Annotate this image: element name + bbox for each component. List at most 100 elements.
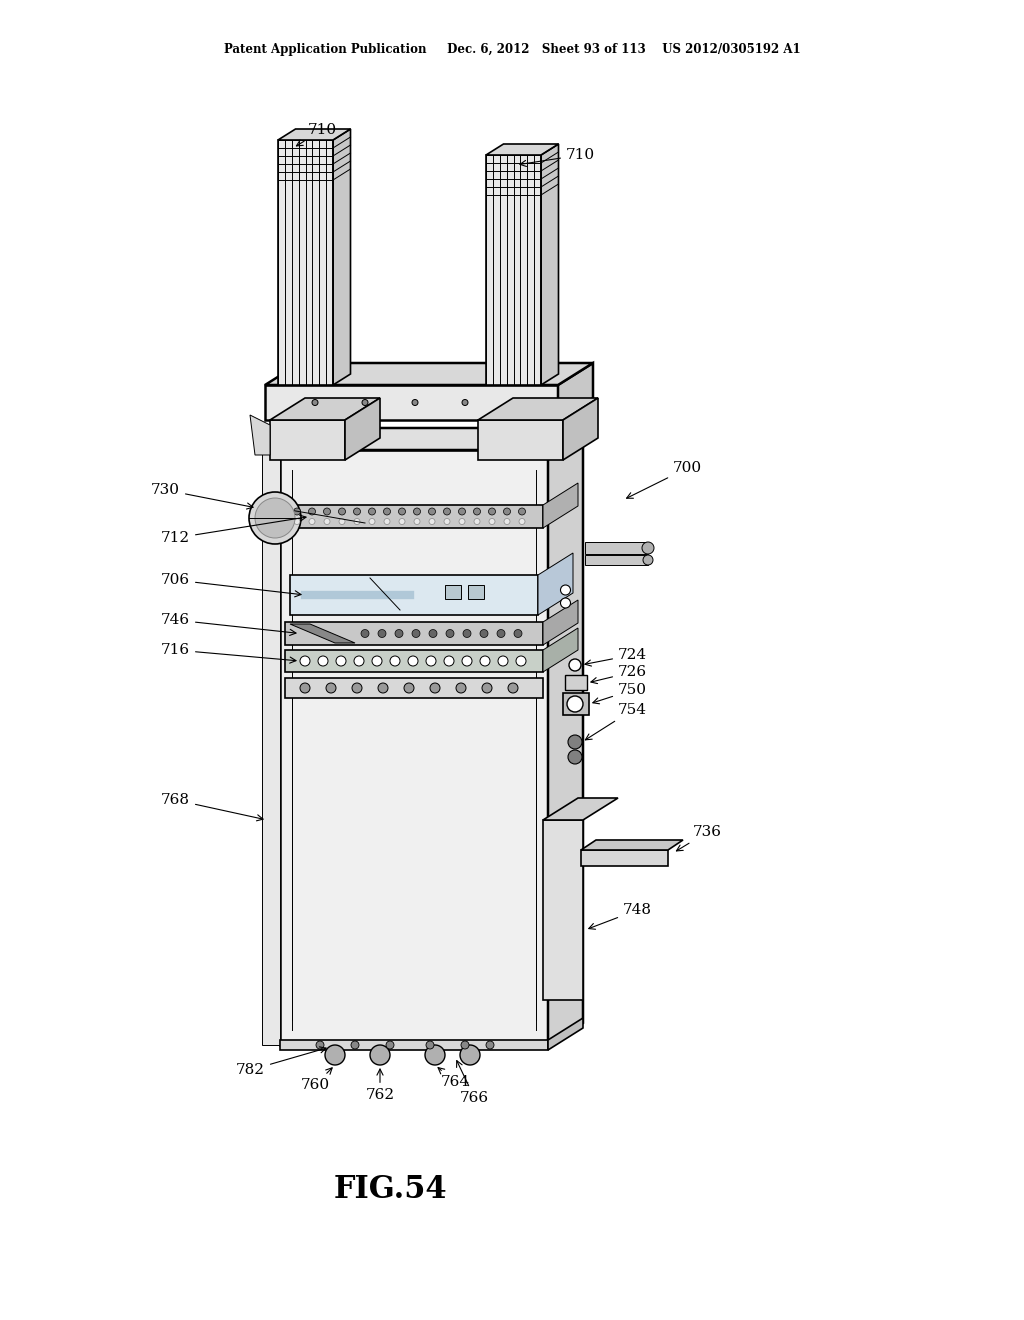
- Polygon shape: [543, 799, 618, 820]
- Circle shape: [459, 508, 466, 515]
- Circle shape: [326, 682, 336, 693]
- Bar: [563, 693, 589, 715]
- Circle shape: [325, 1045, 345, 1065]
- Circle shape: [370, 1045, 390, 1065]
- Polygon shape: [548, 1018, 583, 1049]
- Circle shape: [474, 519, 480, 524]
- Circle shape: [318, 656, 328, 667]
- Polygon shape: [280, 428, 583, 450]
- Circle shape: [426, 1041, 434, 1049]
- Polygon shape: [262, 440, 298, 450]
- Text: 710: 710: [520, 148, 595, 166]
- Polygon shape: [333, 129, 350, 385]
- Polygon shape: [558, 363, 593, 420]
- Circle shape: [568, 735, 582, 748]
- Circle shape: [462, 400, 468, 405]
- Circle shape: [390, 656, 400, 667]
- Circle shape: [339, 519, 345, 524]
- Text: 710: 710: [296, 123, 337, 147]
- Text: 726: 726: [591, 665, 647, 684]
- Circle shape: [395, 630, 403, 638]
- Circle shape: [425, 1045, 445, 1065]
- Bar: [581, 850, 668, 866]
- Polygon shape: [278, 129, 350, 140]
- Circle shape: [428, 508, 435, 515]
- Circle shape: [300, 682, 310, 693]
- Circle shape: [378, 682, 388, 693]
- Circle shape: [362, 400, 368, 405]
- Circle shape: [308, 508, 315, 515]
- Circle shape: [642, 543, 654, 554]
- Circle shape: [462, 656, 472, 667]
- Text: 768: 768: [161, 793, 263, 821]
- Circle shape: [384, 519, 390, 524]
- Circle shape: [516, 656, 526, 667]
- Circle shape: [361, 630, 369, 638]
- Circle shape: [519, 519, 525, 524]
- Bar: [280, 450, 548, 1045]
- Text: 760: 760: [300, 1068, 332, 1092]
- Circle shape: [386, 1041, 394, 1049]
- Circle shape: [444, 656, 454, 667]
- Circle shape: [412, 400, 418, 405]
- Circle shape: [567, 696, 583, 711]
- Circle shape: [324, 519, 330, 524]
- Circle shape: [398, 508, 406, 515]
- Text: 712: 712: [161, 515, 306, 545]
- Bar: [280, 1040, 548, 1049]
- Text: 782: 782: [236, 1047, 326, 1077]
- Circle shape: [399, 519, 406, 524]
- Circle shape: [568, 750, 582, 764]
- Circle shape: [508, 682, 518, 693]
- Bar: [478, 420, 563, 459]
- Bar: [543, 820, 583, 1001]
- Circle shape: [498, 656, 508, 667]
- Circle shape: [459, 519, 465, 524]
- Circle shape: [429, 630, 437, 638]
- Circle shape: [443, 508, 451, 515]
- Circle shape: [518, 508, 525, 515]
- Circle shape: [488, 508, 496, 515]
- Polygon shape: [581, 840, 683, 850]
- Circle shape: [480, 656, 490, 667]
- Text: 706: 706: [161, 573, 301, 597]
- Circle shape: [514, 630, 522, 638]
- Circle shape: [480, 630, 488, 638]
- Circle shape: [456, 682, 466, 693]
- Text: 766: 766: [457, 1061, 489, 1105]
- Bar: [445, 585, 461, 599]
- Circle shape: [369, 519, 375, 524]
- Bar: [285, 622, 543, 645]
- Polygon shape: [543, 483, 578, 528]
- Text: 764: 764: [438, 1068, 470, 1089]
- Circle shape: [404, 682, 414, 693]
- Circle shape: [294, 519, 300, 524]
- Circle shape: [460, 1045, 480, 1065]
- Text: 762: 762: [366, 1069, 394, 1102]
- Bar: [270, 420, 345, 459]
- Circle shape: [378, 630, 386, 638]
- Circle shape: [426, 656, 436, 667]
- Bar: [468, 585, 484, 599]
- Circle shape: [351, 1041, 359, 1049]
- Circle shape: [309, 519, 315, 524]
- Circle shape: [352, 682, 362, 693]
- Text: 716: 716: [161, 643, 296, 663]
- Text: 736: 736: [677, 825, 722, 851]
- Bar: [285, 678, 543, 698]
- Circle shape: [384, 508, 390, 515]
- Circle shape: [255, 498, 295, 539]
- Circle shape: [324, 508, 331, 515]
- Circle shape: [486, 1041, 494, 1049]
- Text: 730: 730: [151, 483, 253, 510]
- Circle shape: [569, 659, 581, 671]
- Bar: [285, 649, 543, 672]
- Circle shape: [300, 656, 310, 667]
- Bar: [565, 675, 587, 690]
- Text: 750: 750: [593, 682, 647, 704]
- Circle shape: [408, 656, 418, 667]
- Circle shape: [354, 519, 360, 524]
- Polygon shape: [345, 399, 380, 459]
- Text: Patent Application Publication     Dec. 6, 2012   Sheet 93 of 113    US 2012/030: Patent Application Publication Dec. 6, 2…: [223, 44, 801, 57]
- Polygon shape: [486, 144, 558, 154]
